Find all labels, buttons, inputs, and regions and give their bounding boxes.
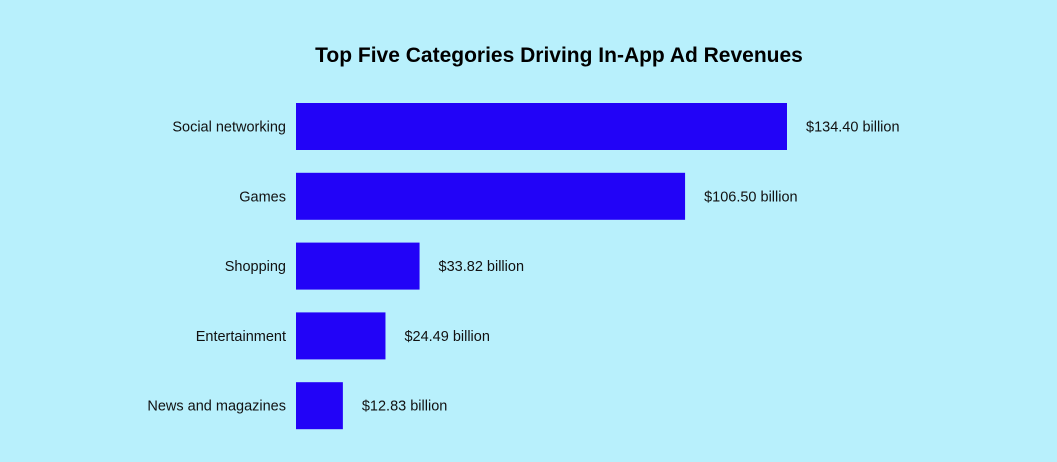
bar xyxy=(296,103,787,150)
category-label: Entertainment xyxy=(196,329,286,345)
bar xyxy=(296,312,386,360)
value-label: $24.49 billion xyxy=(404,329,489,345)
category-label: Social networking xyxy=(172,120,286,136)
category-label: Games xyxy=(239,189,286,205)
value-label: $134.40 billion xyxy=(806,120,900,136)
value-label: $33.82 billion xyxy=(439,259,524,275)
bar xyxy=(296,242,420,290)
category-label: Shopping xyxy=(225,259,286,275)
bar xyxy=(296,382,343,430)
chart-title: Top Five Categories Driving In-App Ad Re… xyxy=(315,44,803,67)
bars-group: Social networking $134.40 billion Games $10… xyxy=(147,103,900,430)
value-label: $106.50 billion xyxy=(704,189,798,205)
value-label: $12.83 billion xyxy=(362,399,447,415)
category-label: News and magazines xyxy=(147,399,286,415)
bar xyxy=(296,172,686,220)
